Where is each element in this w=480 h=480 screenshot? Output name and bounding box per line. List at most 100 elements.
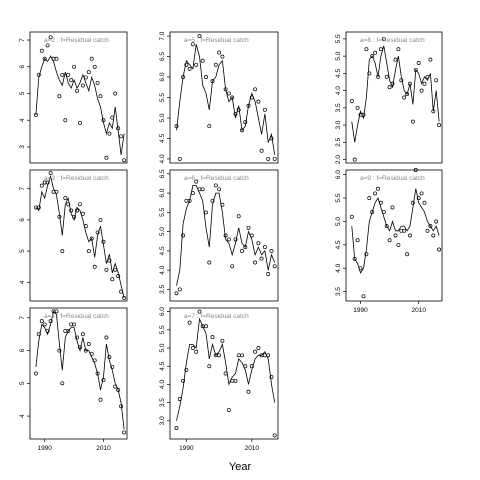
y-tick-label: 5.5: [335, 193, 342, 202]
data-point: [69, 78, 74, 83]
data-point: [240, 353, 244, 358]
panel-5: a=6 : f=Residual catch 3.5 4.0 4.5 5.0 5.5 6.0…: [159, 169, 279, 302]
data-point: [42, 56, 47, 61]
data-point: [249, 364, 254, 369]
data-point: [45, 180, 50, 185]
data-point: [246, 389, 251, 394]
data-point: [69, 208, 74, 213]
y-tick-label: 4.0: [335, 263, 342, 272]
y-tick-label: 4.5: [159, 361, 166, 370]
data-point: [259, 256, 264, 261]
data-point: [89, 351, 94, 356]
data-point: [259, 148, 264, 153]
data-point: [104, 267, 109, 272]
data-point: [45, 328, 50, 333]
data-point: [210, 79, 215, 84]
data-point: [83, 75, 88, 80]
panel-3: a=8 : f=Residual catch 2.0 2.5 3.0 3.5 4.0 4.5…: [335, 31, 443, 164]
data-point: [243, 364, 248, 369]
data-point: [213, 62, 218, 67]
data-point: [45, 43, 50, 48]
y-tick-label: 4: [19, 280, 26, 284]
data-point: [428, 224, 433, 229]
data-point: [220, 338, 225, 343]
x-axis-label: Year: [229, 461, 252, 473]
panel-frame: [169, 31, 279, 164]
data-point: [184, 62, 189, 67]
y-tick-label: 5.5: [159, 207, 166, 216]
data-point: [269, 375, 274, 380]
data-point: [213, 183, 218, 188]
data-point: [233, 111, 238, 116]
data-point: [355, 238, 360, 243]
data-point: [181, 75, 186, 79]
panel-8: a=7 : f=Residual catch 3.0 3.5 4.0 4.5 5.0 5.5…: [159, 307, 279, 452]
data-point: [63, 196, 68, 201]
data-point: [119, 134, 124, 139]
y-tick-label: 5.0: [159, 227, 166, 236]
data-point: [60, 249, 65, 254]
data-point: [95, 230, 100, 235]
data-point: [367, 71, 372, 76]
data-point: [349, 98, 354, 103]
data-point: [230, 378, 235, 383]
data-point: [249, 95, 254, 100]
data-point: [240, 248, 244, 253]
data-point: [200, 187, 205, 192]
data-point: [352, 157, 357, 162]
data-point: [405, 252, 410, 257]
data-point: [75, 208, 79, 213]
data-point: [266, 156, 271, 161]
panel-frame: [169, 169, 279, 302]
panel-title: a=8 : f=Residual catch: [360, 37, 425, 44]
data-point: [256, 346, 261, 350]
data-point: [376, 74, 380, 79]
data-point: [233, 237, 238, 242]
data-point: [57, 94, 62, 99]
y-tick-label: 3.5: [335, 103, 342, 112]
data-point: [437, 123, 442, 128]
data-point: [184, 367, 189, 372]
data-point: [181, 233, 186, 238]
data-point: [80, 211, 85, 216]
y-tick-label: 2.5: [335, 137, 342, 146]
fitted-line: [176, 44, 276, 155]
data-point: [119, 404, 124, 409]
data-point: [236, 214, 241, 219]
x-tick-label: 1990: [353, 307, 368, 314]
data-point: [434, 219, 439, 224]
data-point: [92, 358, 97, 363]
y-tick-label: 6.0: [159, 72, 166, 81]
panel-2: a=5 : f=Residual catch 4.0 4.5 5.0 5.5 6.0 6.5…: [159, 31, 279, 164]
data-point: [349, 214, 354, 219]
data-point: [101, 378, 106, 383]
data-point: [113, 384, 118, 389]
data-point: [36, 332, 41, 337]
x-tick-label: 2010: [245, 445, 260, 452]
y-tick-label: 5.0: [159, 343, 166, 352]
data-point: [410, 200, 415, 205]
data-point: [197, 34, 202, 39]
data-point: [269, 248, 274, 253]
panel-1: a=2 : f=Residual catch 3 4 5 6 7: [19, 31, 128, 164]
data-point: [39, 48, 44, 53]
y-tick-label: 5.0: [335, 217, 342, 226]
data-point: [184, 198, 189, 203]
y-tick-label: 6.5: [159, 52, 166, 61]
fitted-line: [35, 55, 125, 156]
data-point: [177, 156, 182, 161]
data-point: [187, 320, 192, 325]
data-point: [233, 378, 238, 383]
data-point: [197, 187, 202, 192]
data-point: [83, 224, 88, 229]
data-point: [210, 198, 215, 203]
data-point: [416, 61, 421, 65]
panel-frame: [169, 307, 279, 440]
data-point: [194, 349, 199, 354]
data-point: [110, 277, 115, 282]
data-point: [60, 72, 65, 77]
data-point: [364, 47, 369, 52]
panel-6: a=9 : f=Residual catch 3.5 4.0 4.5 5.0 5.5 6.0…: [335, 168, 443, 314]
data-point: [223, 233, 228, 238]
data-point: [226, 91, 231, 96]
